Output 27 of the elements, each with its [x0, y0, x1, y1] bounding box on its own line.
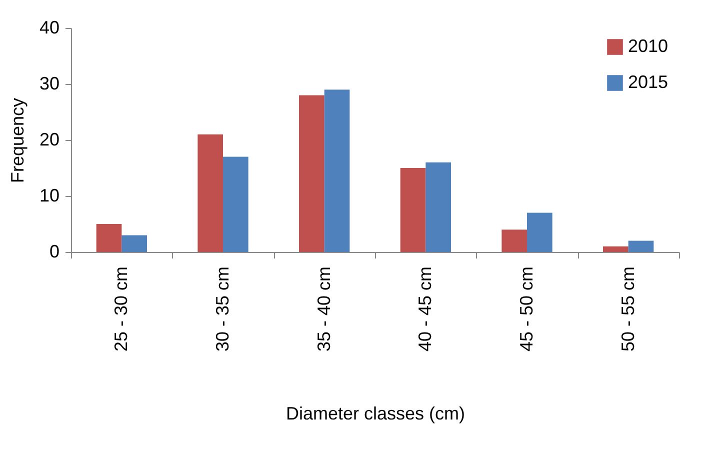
bar — [122, 235, 147, 252]
bar — [96, 224, 122, 252]
bar — [400, 168, 426, 252]
x-tick-label: 35 - 40 cm — [314, 266, 334, 352]
bar — [299, 95, 324, 252]
bar — [223, 156, 248, 252]
bar — [324, 90, 350, 252]
bar — [628, 240, 654, 252]
x-tick-label: 25 - 30 cm — [111, 266, 132, 352]
y-tick-label: 20 — [39, 130, 60, 150]
legend-label: 2015 — [628, 72, 668, 92]
x-tick-label: 50 - 55 cm — [618, 266, 638, 352]
x-axis-title: Diameter classes (cm) — [286, 404, 466, 424]
bar — [502, 230, 527, 252]
legend-label: 2010 — [628, 36, 668, 56]
bar — [603, 246, 628, 252]
x-tick-label: 40 - 45 cm — [415, 266, 436, 352]
bar — [527, 212, 552, 252]
y-tick-label: 40 — [39, 18, 60, 38]
bar — [198, 134, 223, 252]
y-tick-label: 0 — [49, 242, 60, 262]
x-tick-label: 45 - 50 cm — [516, 266, 536, 352]
x-tick-label: 30 - 35 cm — [212, 266, 232, 352]
y-tick-label: 10 — [39, 186, 60, 206]
y-axis-title: Frequency — [7, 98, 28, 184]
bar — [426, 162, 451, 252]
y-tick-label: 30 — [39, 74, 60, 94]
